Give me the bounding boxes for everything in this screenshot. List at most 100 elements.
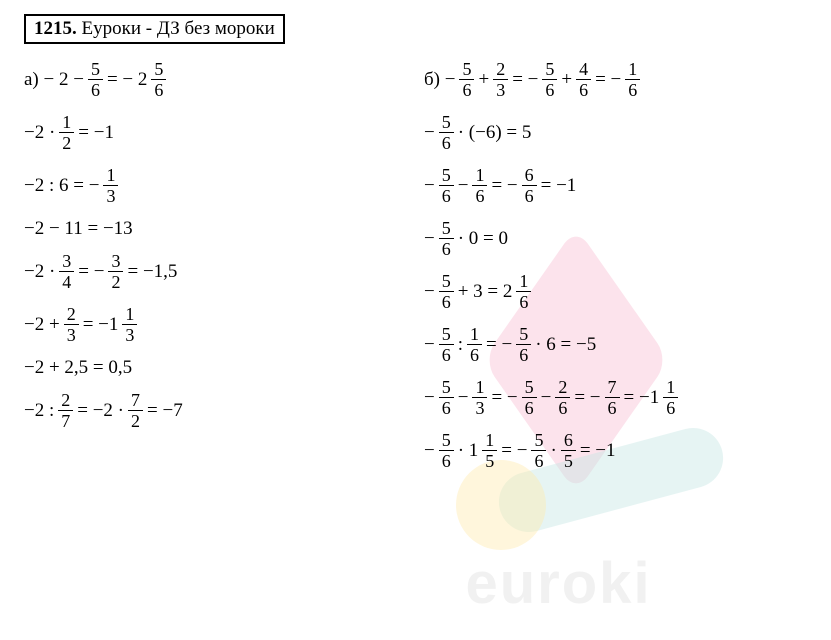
fraction-denominator: 6: [439, 344, 454, 364]
fraction-denominator: 3: [472, 397, 487, 417]
equation-text: = −2 ·: [77, 401, 124, 420]
fraction-numerator: 5: [439, 431, 454, 450]
equation-text: −2 : 6 = −: [24, 176, 99, 195]
fraction-denominator: 5: [482, 450, 497, 470]
fraction-numerator: 1: [472, 166, 487, 185]
equation-text: +: [478, 70, 489, 89]
fraction: 65: [561, 431, 576, 470]
fraction-numerator: 1: [472, 378, 487, 397]
equation-line: − 56 + 3 = 216: [424, 272, 784, 311]
equation-text: = −: [491, 388, 517, 407]
fraction-numerator: 5: [439, 325, 454, 344]
fraction-denominator: 2: [59, 132, 74, 152]
fraction-denominator: 6: [472, 185, 487, 205]
fraction: 16: [516, 272, 531, 311]
equation-text: = −1: [78, 123, 114, 142]
fraction-numerator: 5: [531, 431, 546, 450]
fraction-numerator: 1: [663, 378, 678, 397]
fraction-numerator: 1: [467, 325, 482, 344]
fraction-denominator: 6: [516, 344, 531, 364]
equation-text: −2 +: [24, 315, 60, 334]
equation-text: :: [458, 335, 463, 354]
fraction: 56: [439, 113, 454, 152]
fraction-denominator: 6: [542, 79, 557, 99]
equation-line: а) − 2 − 56 = − 256: [24, 60, 344, 99]
fraction-denominator: 6: [439, 132, 454, 152]
fraction-denominator: 6: [663, 397, 678, 417]
equation-text: −: [424, 229, 435, 248]
fraction: 16: [467, 325, 482, 364]
equation-text: = −: [78, 262, 104, 281]
equation-text: −: [424, 335, 435, 354]
equation-text: −: [541, 388, 552, 407]
fraction: 26: [555, 378, 570, 417]
equation-text: = −1: [580, 441, 616, 460]
fraction: 56: [439, 431, 454, 470]
equation-line: −2 + 23 = −113: [24, 305, 344, 344]
fraction: 23: [64, 305, 79, 344]
equation-text: = − 2: [107, 70, 147, 89]
fraction: 56: [531, 431, 546, 470]
fraction-denominator: 2: [108, 271, 123, 291]
equation-text: = −: [595, 70, 621, 89]
equation-line: −2 : 6 = − 13: [24, 166, 344, 205]
fraction-denominator: 6: [522, 397, 537, 417]
equation-line: −2 − 11 = −13: [24, 219, 344, 238]
fraction: 56: [459, 60, 474, 99]
fraction-numerator: 3: [108, 252, 123, 271]
fraction-numerator: 5: [439, 219, 454, 238]
equation-text: = −1: [83, 315, 119, 334]
fraction: 13: [122, 305, 137, 344]
fraction-denominator: 3: [64, 324, 79, 344]
equation-text: −2 ·: [24, 123, 55, 142]
fraction: 56: [439, 219, 454, 258]
fraction-numerator: 2: [64, 305, 79, 324]
column-b: б) − 56 + 23 = − 56 + 46 = − 16− 56 · (−…: [424, 60, 784, 470]
equation-line: −2 · 34 = − 32 = −1,5: [24, 252, 344, 291]
fraction: 34: [59, 252, 74, 291]
fraction-numerator: 5: [439, 166, 454, 185]
fraction: 56: [151, 60, 166, 99]
fraction: 13: [472, 378, 487, 417]
fraction: 16: [625, 60, 640, 99]
column-a: а) − 2 − 56 = − 256−2 · 12 = −1−2 : 6 = …: [24, 60, 344, 470]
equation-text: ·: [550, 441, 556, 460]
fraction-denominator: 6: [522, 185, 537, 205]
fraction-numerator: 5: [88, 60, 103, 79]
fraction-denominator: 6: [439, 397, 454, 417]
equation-text: −2 :: [24, 401, 54, 420]
fraction-numerator: 7: [128, 391, 143, 410]
equation-line: б) − 56 + 23 = − 56 + 46 = − 16: [424, 60, 784, 99]
fraction: 15: [482, 431, 497, 470]
equation-text: = −: [491, 176, 517, 195]
equation-text: · 6 = −5: [535, 335, 596, 354]
fraction-denominator: 2: [128, 410, 143, 430]
equation-text: −2 + 2,5 = 0,5: [24, 358, 132, 377]
fraction: 16: [663, 378, 678, 417]
equation-line: −2 + 2,5 = 0,5: [24, 358, 344, 377]
equation-line: − 56 − 13 = − 56 − 26 = − 76 = −116: [424, 378, 784, 417]
fraction-numerator: 1: [516, 272, 531, 291]
fraction-numerator: 5: [516, 325, 531, 344]
equation-text: −: [424, 123, 435, 142]
fraction-numerator: 5: [542, 60, 557, 79]
fraction: 56: [439, 166, 454, 205]
equation-text: · 1: [458, 441, 479, 460]
fraction-numerator: 1: [103, 166, 118, 185]
equation-text: −: [424, 282, 435, 301]
fraction-numerator: 2: [493, 60, 508, 79]
equation-text: = −1: [624, 388, 660, 407]
fraction: 72: [128, 391, 143, 430]
fraction-numerator: 2: [555, 378, 570, 397]
fraction-denominator: 6: [439, 185, 454, 205]
fraction-denominator: 6: [439, 450, 454, 470]
fraction: 56: [522, 378, 537, 417]
fraction: 56: [439, 272, 454, 311]
fraction-denominator: 6: [439, 238, 454, 258]
fraction: 56: [439, 325, 454, 364]
equation-line: − 56 · 0 = 0: [424, 219, 784, 258]
fraction-denominator: 6: [439, 291, 454, 311]
fraction-numerator: 1: [59, 113, 74, 132]
fraction-denominator: 6: [576, 79, 591, 99]
fraction-numerator: 5: [459, 60, 474, 79]
